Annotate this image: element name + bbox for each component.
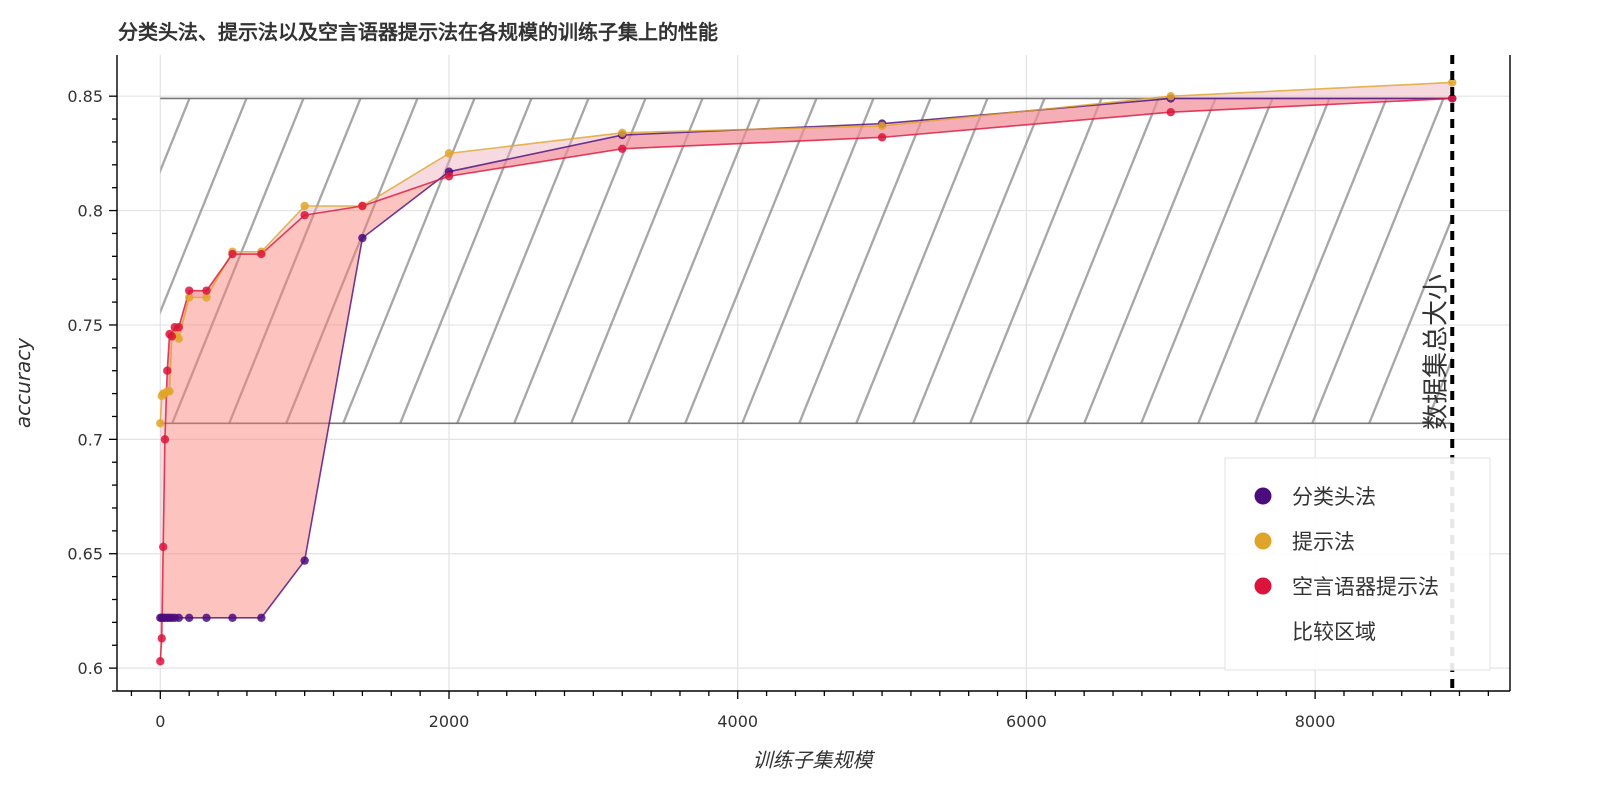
data-point-series-2 xyxy=(444,172,454,181)
dataset-size-label: 数据集总大小 xyxy=(1421,274,1451,430)
y-axis-label: accuracy xyxy=(11,337,35,428)
data-point-series-2 xyxy=(158,542,168,552)
y-tick-label: 0.75 xyxy=(67,316,103,335)
data-point-series-0 xyxy=(300,556,309,565)
data-point-series-2 xyxy=(877,133,887,142)
x-tick-label: 4000 xyxy=(717,712,758,731)
y-tick-label: 0.65 xyxy=(67,545,103,564)
data-point-series-0 xyxy=(228,613,237,622)
data-point-series-2 xyxy=(156,657,165,666)
legend-marker xyxy=(1254,577,1272,595)
y-tick-label: 0.6 xyxy=(78,659,103,678)
data-point-series-2 xyxy=(160,435,170,444)
data-point-series-1 xyxy=(618,128,627,137)
data-point-series-0 xyxy=(184,613,194,622)
data-point-series-2 xyxy=(257,249,266,259)
y-tick-label: 0.8 xyxy=(78,202,103,221)
y-tick-label: 0.85 xyxy=(67,87,103,106)
data-point-series-2 xyxy=(300,210,309,220)
data-point-series-2 xyxy=(174,323,183,332)
y-tick-label: 0.7 xyxy=(78,430,103,449)
data-point-series-1 xyxy=(444,149,454,158)
data-point-series-1 xyxy=(202,293,211,302)
data-point-series-0 xyxy=(174,613,183,622)
x-tick-label: 0 xyxy=(155,712,165,731)
axes-layer: 0 2000 4000 6000 8000 0.6 0.65 0.7 0.75 0.8 0.85 训练… xyxy=(11,55,1511,772)
x-tick-label: 2000 xyxy=(429,712,470,731)
data-point-series-1 xyxy=(1166,91,1175,101)
data-point-series-2 xyxy=(1166,107,1175,117)
data-point-series-1 xyxy=(877,121,887,131)
data-point-series-1 xyxy=(184,293,194,302)
x-tick-label: 8000 xyxy=(1295,712,1336,731)
data-point-series-2 xyxy=(228,249,237,259)
legend-marker xyxy=(1254,532,1272,550)
data-point-series-2 xyxy=(618,144,627,153)
series-points-layer xyxy=(156,78,1457,666)
legend-label: 分类头法 xyxy=(1292,485,1376,509)
data-point-series-1 xyxy=(174,334,183,343)
data-point-series-2 xyxy=(1448,94,1457,103)
data-point-series-2 xyxy=(157,634,166,643)
comparison-region-layer xyxy=(160,97,1453,425)
data-point-series-2 xyxy=(358,201,367,211)
data-point-series-2 xyxy=(184,286,194,295)
data-point-series-0 xyxy=(358,233,367,243)
legend-marker xyxy=(1254,487,1272,505)
legend-label: 空言语器提示法 xyxy=(1292,575,1439,599)
chart-title: 分类头法、提示法以及空言语器提示法在各规模的训练子集上的性能 xyxy=(118,20,718,44)
data-point-series-1 xyxy=(1448,78,1457,87)
data-point-series-2 xyxy=(167,332,177,341)
data-point-series-1 xyxy=(156,419,165,428)
comparison-region xyxy=(160,98,1453,424)
legend-label: 比较区域 xyxy=(1292,620,1376,644)
data-point-series-0 xyxy=(257,613,266,622)
data-point-series-0 xyxy=(202,613,211,622)
data-point-series-1 xyxy=(165,387,174,396)
series-line-2 xyxy=(159,97,1453,662)
data-point-series-1 xyxy=(300,201,309,211)
data-point-series-2 xyxy=(202,286,211,295)
x-tick-label: 6000 xyxy=(1006,712,1047,731)
legend-label: 提示法 xyxy=(1292,530,1355,554)
data-point-series-2 xyxy=(163,366,172,375)
x-axis-label: 训练子集规模 xyxy=(753,748,876,772)
